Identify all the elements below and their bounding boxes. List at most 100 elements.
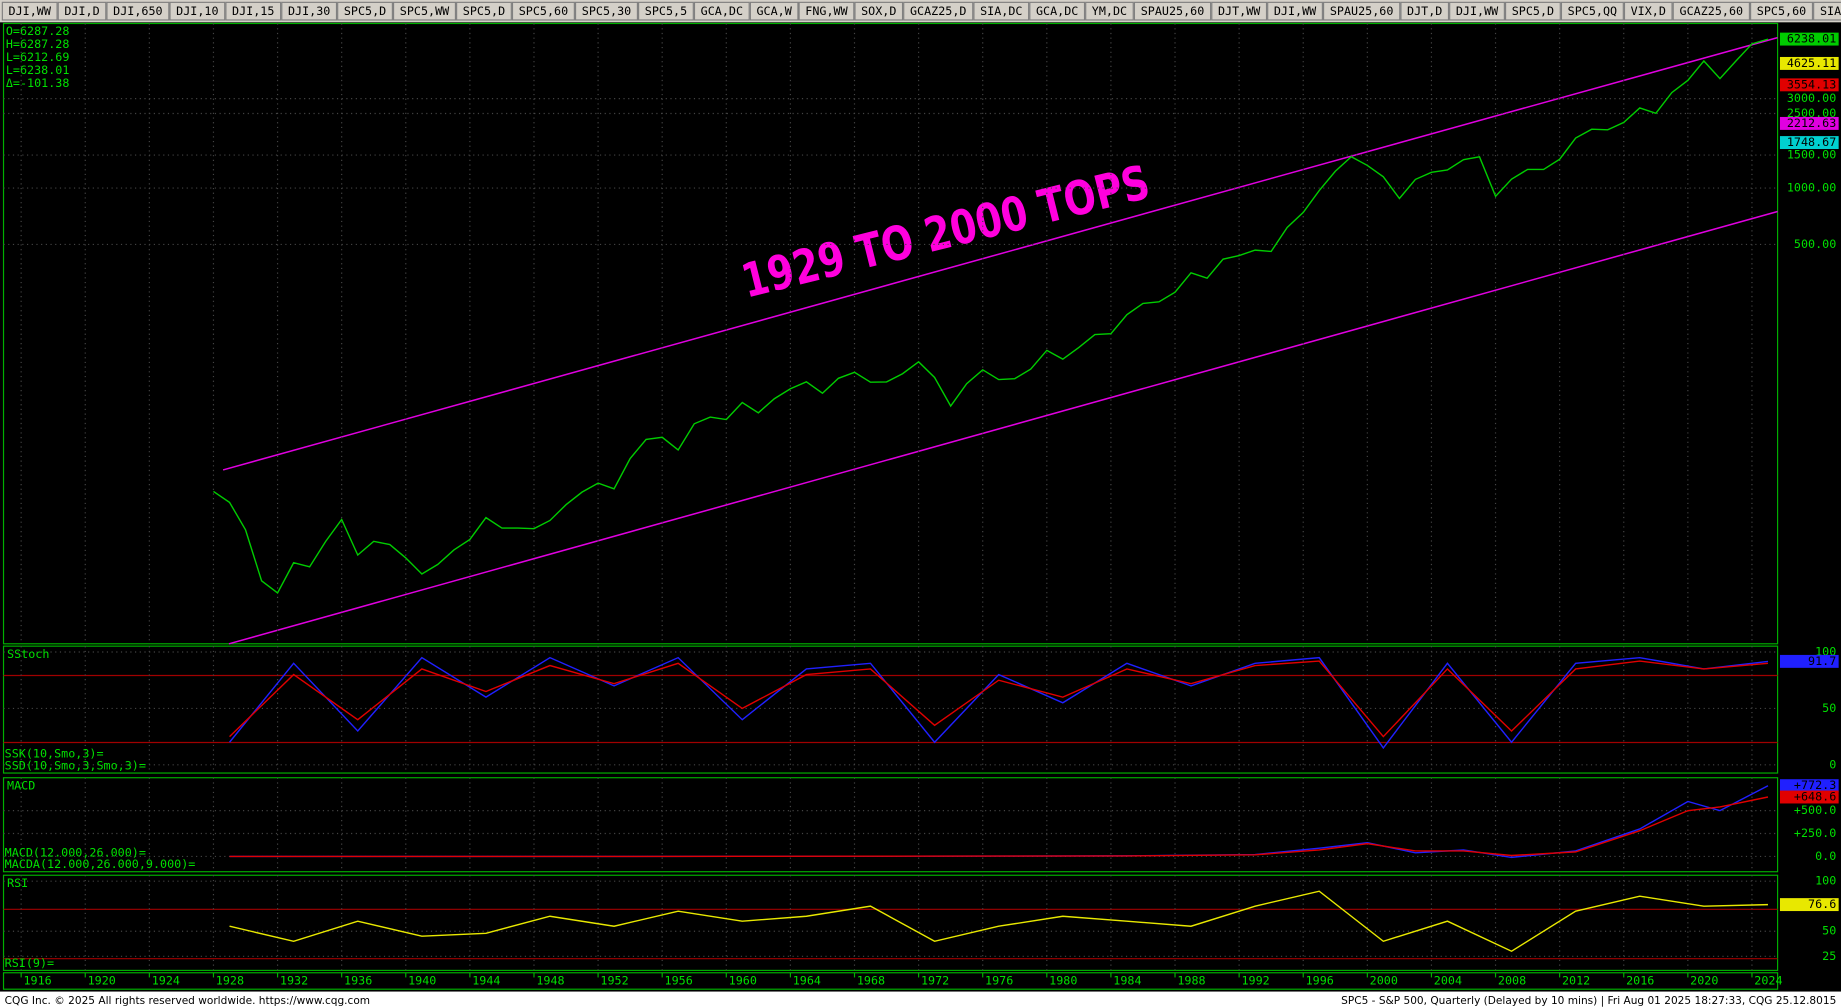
y-tick-label: 0.0 — [1815, 849, 1836, 863]
status-bar — [0, 991, 1841, 1008]
tab[interactable] — [225, 1, 282, 21]
tab-label[interactable]: SPC5,5 — [645, 4, 687, 18]
footer-left: CQG Inc. © 2025 All rights reserved worl… — [5, 995, 370, 1007]
x-tick-label: 1952 — [600, 973, 628, 987]
series-line — [213, 38, 1769, 594]
x-tick-label: 1948 — [536, 973, 564, 987]
stoch-panel — [2, 645, 1779, 774]
tab-label[interactable]: SPC5,D — [1512, 4, 1554, 18]
tab-label[interactable]: SIA,DC — [980, 4, 1022, 18]
indicator-label: SSD(10,Smo,3,Smo,3)= — [5, 758, 146, 772]
trendline — [222, 36, 1778, 471]
x-tick-label: 1988 — [1177, 973, 1205, 987]
price-marker-label: 76.6 — [1808, 897, 1836, 911]
x-tick-label: 2016 — [1626, 973, 1654, 987]
tab-label[interactable]: DJI,D — [64, 4, 99, 18]
tab[interactable] — [456, 1, 512, 21]
tab[interactable] — [693, 1, 750, 21]
tab-label[interactable]: DJI,WW — [1456, 4, 1499, 18]
tab[interactable] — [1085, 1, 1134, 21]
tab-label[interactable]: SPC5,60 — [1757, 4, 1806, 18]
tab-label[interactable]: SPAU25,60 — [1330, 4, 1394, 18]
tab[interactable] — [511, 1, 575, 21]
y-tick-label: 50 — [1822, 924, 1836, 938]
tab[interactable] — [169, 1, 226, 21]
series-line — [229, 796, 1769, 858]
tab-label[interactable]: GCA,W — [756, 4, 792, 18]
price-marker — [1779, 78, 1839, 92]
tab[interactable] — [1623, 1, 1673, 21]
tab-label[interactable]: DJI,WW — [1274, 4, 1317, 18]
tab-label[interactable]: DJI,WW — [9, 4, 52, 18]
tab[interactable] — [57, 1, 107, 21]
ohlc-readout: H=6287.28 — [6, 37, 70, 51]
indicator-label: RSI(9)= — [5, 956, 54, 970]
tab-label[interactable]: DJI,30 — [288, 4, 330, 18]
tab-label[interactable]: YM,DC — [1092, 4, 1127, 18]
rsi-panel — [2, 874, 1779, 971]
tab[interactable] — [1211, 1, 1268, 21]
tab-label[interactable]: SPC5,WW — [400, 4, 450, 18]
tab-label[interactable]: SPC5,30 — [582, 4, 631, 18]
tab-label[interactable]: DJI,10 — [176, 4, 218, 18]
x-tick-label: 1944 — [472, 973, 500, 987]
tab[interactable] — [337, 1, 393, 21]
tab[interactable] — [749, 1, 799, 21]
tab-label[interactable]: SPC5,60 — [519, 4, 568, 18]
tab[interactable] — [973, 1, 1030, 21]
macd-panel — [2, 777, 1779, 873]
x-tick-label: 1968 — [857, 973, 885, 987]
tab[interactable] — [281, 1, 338, 21]
price-marker-label: 1748.67 — [1787, 135, 1836, 149]
x-tick-label: 1920 — [88, 973, 116, 987]
x-tick-label: 1956 — [665, 973, 693, 987]
ohlc-readout: O=6287.28 — [6, 24, 70, 38]
tab-label[interactable]: SPC5,D — [463, 4, 505, 18]
tab-label[interactable]: SOX,D — [861, 4, 896, 18]
y-tick-label: 1500.00 — [1787, 148, 1836, 162]
price-marker — [1779, 136, 1839, 150]
tab[interactable] — [392, 1, 457, 21]
tab[interactable] — [1750, 1, 1814, 21]
tab[interactable] — [1322, 1, 1401, 21]
tab-label[interactable]: SIAU25,60 — [1820, 4, 1841, 18]
tab[interactable] — [1400, 1, 1450, 21]
tab[interactable] — [574, 1, 639, 21]
tab[interactable] — [1, 1, 58, 21]
tab-label[interactable]: GCA,DC — [1036, 4, 1078, 18]
series-line — [229, 890, 1768, 953]
tab[interactable] — [638, 1, 694, 21]
tab[interactable] — [1267, 1, 1323, 21]
tab[interactable] — [903, 1, 974, 21]
tab[interactable] — [1560, 1, 1624, 21]
tab[interactable] — [798, 1, 855, 21]
tab-label[interactable]: DJI,15 — [232, 4, 274, 18]
indicator-label: SSK(10,Smo,3)= — [5, 747, 104, 761]
tab-label[interactable]: SPC5,D — [344, 4, 386, 18]
tab-label[interactable]: SPAU25,60 — [1141, 4, 1205, 18]
tab-label[interactable]: GCAZ25,60 — [1680, 4, 1744, 18]
tab[interactable] — [1133, 1, 1212, 21]
x-tick-label: 1992 — [1241, 973, 1269, 987]
tab-label[interactable]: SPC5,QQ — [1568, 4, 1617, 18]
x-tick-label: 2012 — [1562, 973, 1590, 987]
price-marker — [1779, 779, 1839, 793]
tab-label[interactable]: FNG,WW — [805, 4, 848, 18]
tab[interactable] — [1029, 1, 1086, 21]
tab[interactable] — [1449, 1, 1505, 21]
tab[interactable] — [1672, 1, 1751, 21]
tab-label[interactable]: VIX,D — [1631, 4, 1666, 18]
tab[interactable] — [106, 1, 170, 21]
price-marker — [1779, 116, 1839, 130]
tab[interactable] — [1504, 1, 1561, 21]
tab-label[interactable]: DJT,D — [1407, 4, 1442, 18]
price-marker — [1779, 32, 1839, 46]
tab-label[interactable]: DJI,650 — [113, 4, 162, 18]
y-tick-label: 25 — [1822, 949, 1836, 963]
tab-label[interactable]: DJT,WW — [1218, 4, 1261, 18]
tab-label[interactable]: GCA,DC — [701, 4, 743, 18]
tab[interactable] — [854, 1, 904, 21]
tab[interactable] — [1813, 1, 1841, 21]
panel-title: RSI — [7, 876, 28, 890]
tab-label[interactable]: GCAZ25,D — [910, 4, 967, 18]
